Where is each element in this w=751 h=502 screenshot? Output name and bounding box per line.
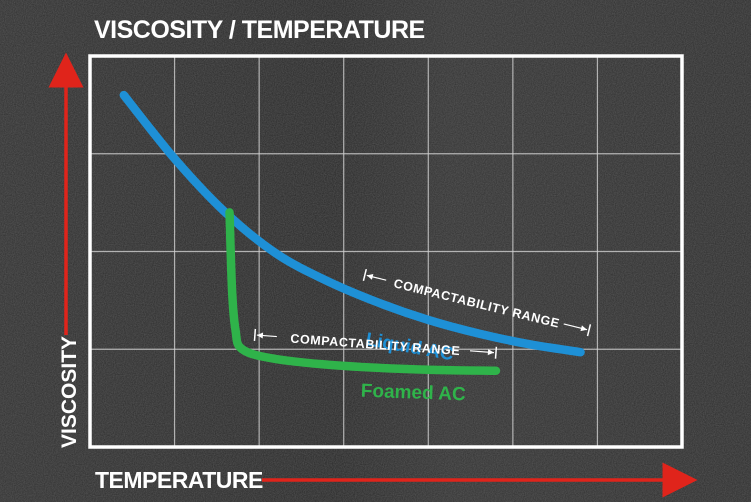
- range-arrowhead-left: [366, 273, 374, 280]
- y-axis-label: VISCOSITY: [58, 336, 81, 448]
- x-axis-label: TEMPERATURE: [95, 467, 263, 493]
- range-arrowhead-right: [580, 325, 588, 332]
- range-arrowhead-right: [487, 349, 494, 356]
- plot-frame: [88, 54, 684, 449]
- range-arrowhead-left: [256, 332, 264, 339]
- range-tick-end: [494, 346, 498, 359]
- series-line-liquid-ac: [119, 90, 585, 357]
- series-line-foamed-ac: [225, 208, 501, 376]
- range-tick-start: [253, 328, 257, 341]
- series-label-foamed-ac: Foamed AC: [360, 381, 466, 406]
- range-tick-start: [362, 268, 368, 281]
- chart-title: VISCOSITY / TEMPERATURE: [94, 16, 425, 44]
- range-tick-end: [586, 324, 592, 337]
